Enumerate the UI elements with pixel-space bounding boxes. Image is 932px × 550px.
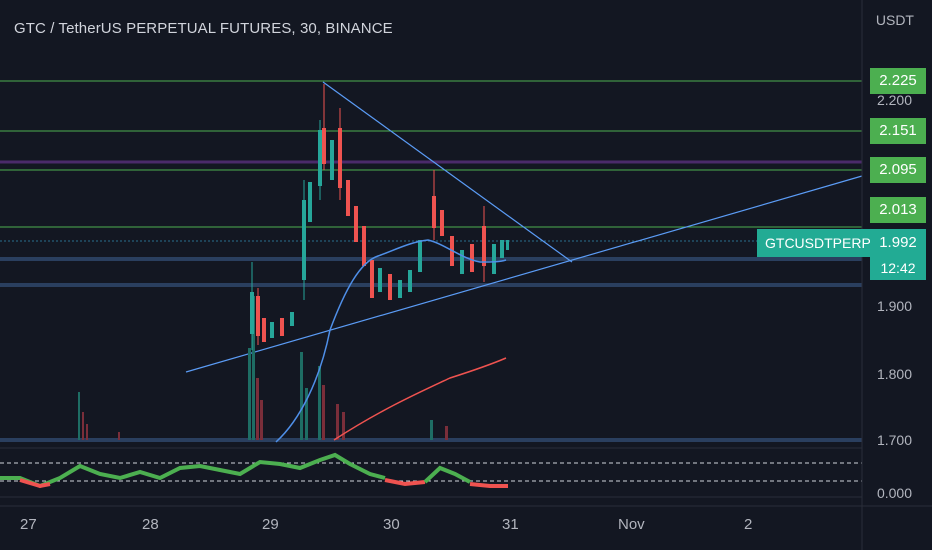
ascending-trendline[interactable] (185, 175, 863, 373)
candle-body (318, 130, 322, 186)
time-tick: 30 (383, 516, 400, 533)
time-tick: 27 (20, 516, 37, 533)
candle-body (370, 260, 374, 298)
candle-body (432, 196, 436, 228)
indicator-line-green[interactable] (423, 465, 471, 484)
volume-bars (78, 296, 448, 440)
candle-body (308, 182, 312, 222)
candle-body (500, 240, 504, 258)
candle-body (270, 322, 274, 338)
candle-body (302, 200, 306, 280)
bar-countdown: 12:42 (870, 256, 926, 280)
time-tick: 29 (262, 516, 279, 533)
volume-bar (305, 388, 308, 440)
volume-bar (78, 392, 80, 440)
candle-body (398, 280, 402, 298)
volume-bar (322, 385, 325, 440)
price-tag-level-2[interactable]: 2.151 (870, 118, 926, 144)
fast-moving-average[interactable] (275, 239, 507, 443)
candle-body (460, 250, 464, 274)
volume-bar (248, 348, 251, 440)
price-tag-level-3[interactable]: 2.095 (870, 157, 926, 183)
indicator-tick: 0.000 (876, 485, 912, 501)
candle-body (506, 240, 509, 250)
candle-body (256, 296, 260, 336)
candle-body (408, 270, 412, 292)
indicator-line-red[interactable] (469, 482, 508, 488)
descending-trendline[interactable] (322, 81, 573, 263)
volume-bar (118, 432, 120, 440)
volume-bar (342, 412, 345, 440)
price-tick: 2.200 (876, 92, 912, 108)
time-tick: 28 (142, 516, 159, 533)
volume-bar (445, 426, 448, 440)
volume-bar (336, 404, 339, 440)
candle-body (262, 318, 266, 342)
time-tick: Nov (618, 516, 645, 533)
indicator-line-red[interactable] (19, 478, 51, 489)
candle-body (354, 206, 358, 242)
candle-body (492, 244, 496, 274)
volume-bar (300, 352, 303, 440)
candle-body (250, 292, 254, 334)
price-tick: 1.700 (876, 432, 912, 448)
slow-moving-average[interactable] (333, 357, 507, 441)
candle-body (362, 226, 366, 266)
currency-label[interactable]: USDT (875, 12, 914, 28)
price-tick: 1.800 (876, 366, 912, 382)
indicator-line-red[interactable] (384, 478, 426, 487)
candle-body (482, 226, 486, 266)
symbol-tag: GTCUSDTPERP (757, 229, 879, 257)
time-tick: 2 (744, 516, 753, 533)
candle-body (338, 128, 342, 188)
volume-bar (252, 296, 255, 440)
chart-title: GTC / TetherUS PERPETUAL FUTURES, 30, BI… (14, 20, 393, 37)
candle-body (378, 268, 382, 292)
volume-bar (318, 366, 321, 440)
candles[interactable] (250, 84, 509, 350)
candle-body (470, 244, 474, 272)
candle-body (290, 312, 294, 326)
candle-body (418, 240, 422, 272)
candle-body (330, 140, 334, 180)
candle-body (322, 128, 326, 164)
time-tick: 31 (502, 516, 519, 533)
volume-bar (82, 412, 84, 440)
last-price-tag: 1.992 (870, 229, 926, 257)
candle-body (346, 180, 350, 216)
indicator-line-green[interactable] (0, 452, 386, 489)
price-tick: 1.900 (876, 298, 912, 314)
candle-body (388, 274, 392, 300)
volume-bar (260, 400, 263, 440)
candle-body (280, 318, 284, 336)
price-tag-level-1[interactable]: 2.225 (870, 68, 926, 94)
candle-body (440, 210, 444, 236)
volume-bar (86, 424, 88, 440)
volume-bar (430, 420, 433, 440)
price-tag-level-4[interactable]: 2.013 (870, 197, 926, 223)
volume-bar (256, 378, 259, 440)
